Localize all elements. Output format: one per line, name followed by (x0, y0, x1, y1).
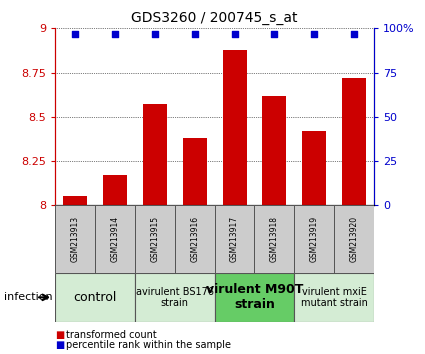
Bar (55, 205, 95, 273)
Point (112, 31, 119, 36)
Bar (135, 273, 215, 322)
Bar (103, 175, 127, 205)
Text: GSM213913: GSM213913 (71, 216, 79, 262)
Text: GSM213918: GSM213918 (270, 216, 279, 262)
Text: virulent M90T
strain: virulent M90T strain (206, 283, 303, 312)
Text: GSM213916: GSM213916 (190, 216, 199, 262)
Bar (294, 273, 374, 322)
Bar (215, 205, 255, 273)
Bar (342, 78, 366, 205)
Text: transformed count: transformed count (66, 330, 157, 339)
Bar (294, 205, 334, 273)
Text: control: control (74, 291, 117, 304)
Bar (223, 50, 246, 205)
Bar (215, 273, 294, 322)
Point (351, 31, 357, 36)
Point (311, 31, 317, 36)
Text: GSM213914: GSM213914 (110, 216, 119, 262)
Title: GDS3260 / 200745_s_at: GDS3260 / 200745_s_at (131, 11, 298, 24)
Point (271, 31, 278, 36)
Text: GSM213917: GSM213917 (230, 216, 239, 262)
Bar (302, 131, 326, 205)
Text: avirulent BS176
strain: avirulent BS176 strain (136, 286, 214, 308)
Text: virulent mxiE
mutant strain: virulent mxiE mutant strain (301, 286, 368, 308)
Bar (175, 205, 215, 273)
Text: percentile rank within the sample: percentile rank within the sample (66, 340, 231, 350)
Bar (63, 196, 87, 205)
Bar (255, 205, 294, 273)
Bar (95, 205, 135, 273)
Text: GSM213920: GSM213920 (350, 216, 359, 262)
Bar (143, 104, 167, 205)
Text: ■: ■ (55, 330, 65, 339)
Bar (334, 205, 374, 273)
Bar (55, 273, 135, 322)
Point (72, 31, 79, 36)
Bar (183, 138, 207, 205)
Text: ■: ■ (55, 340, 65, 350)
Bar (262, 96, 286, 205)
Point (231, 31, 238, 36)
Bar (135, 205, 175, 273)
Point (191, 31, 198, 36)
Point (151, 31, 158, 36)
Text: GSM213915: GSM213915 (150, 216, 159, 262)
Text: infection: infection (4, 292, 53, 302)
Text: GSM213919: GSM213919 (310, 216, 319, 262)
